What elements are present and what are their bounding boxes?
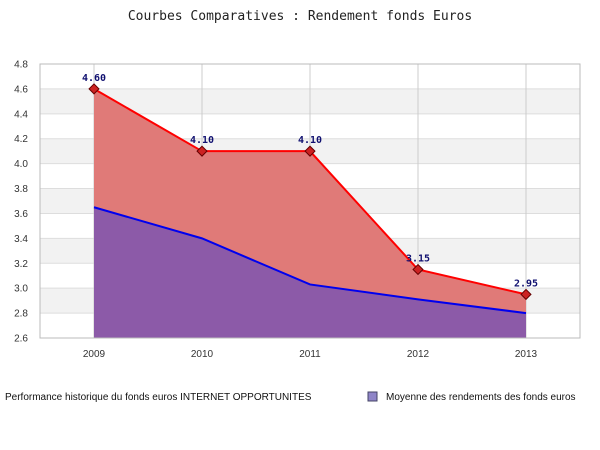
legend: Performance historique du fonds euros IN… [5, 391, 576, 403]
y-tick-label: 4.6 [14, 84, 28, 95]
data-point-marker [88, 83, 100, 95]
data-point-marker [520, 288, 532, 301]
data-label: 2.95 [514, 278, 538, 289]
x-tick-label: 2013 [515, 349, 538, 360]
data-label: 4.10 [298, 135, 322, 146]
y-tick-label: 2.6 [14, 334, 28, 345]
y-tick-label: 4.4 [14, 109, 28, 120]
y-tick-label: 4.2 [14, 134, 28, 145]
y-tick-label: 2.8 [14, 309, 28, 320]
x-tick-label: 2011 [299, 349, 321, 360]
legend-swatch-2 [367, 391, 378, 402]
data-point-marker [196, 145, 208, 157]
data-point-marker [304, 145, 316, 157]
axes: 2.6 2.8 3.0 3.2 3.4 3.6 3.8 4.0 4.2 4.4 4.6 4.8 2009… [14, 60, 581, 360]
plot-border [39, 63, 581, 339]
data-label: 3.15 [406, 254, 430, 265]
series-line-2 [93, 206, 527, 315]
y-tick-label: 3.2 [14, 259, 28, 270]
data-label: 4.10 [190, 135, 214, 146]
legend-label-1: Performance historique du fonds euros IN… [5, 392, 312, 403]
y-tick-label: 4.0 [14, 159, 28, 170]
chart-title: Courbes Comparatives : Rendement fonds E… [128, 9, 472, 24]
x-tick-label: 2012 [407, 349, 430, 360]
data-labels: 4.60 4.10 4.10 3.15 2.95 [82, 73, 538, 290]
data-point-marker [412, 263, 424, 276]
y-tick-label: 3.0 [14, 284, 28, 295]
x-tick-label: 2010 [191, 349, 214, 360]
data-markers [88, 83, 532, 301]
series-area-2 [94, 207, 526, 338]
data-label: 4.60 [82, 73, 106, 84]
legend-label-2: Moyenne des rendements des fonds euros [386, 392, 576, 403]
y-tick-label: 3.4 [14, 234, 28, 245]
y-tick-label: 3.8 [14, 184, 28, 195]
x-tick-label: 2009 [83, 349, 106, 360]
y-tick-label: 4.8 [14, 60, 28, 71]
y-tick-label: 3.6 [14, 209, 28, 220]
